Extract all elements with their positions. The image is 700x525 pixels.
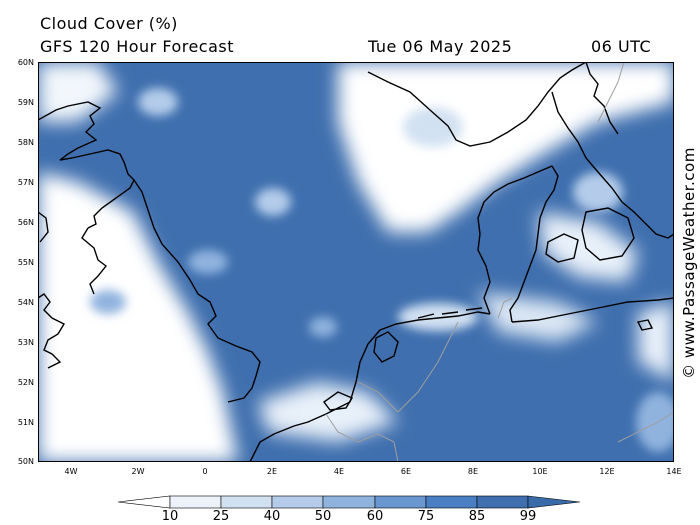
cloud-patch [90,290,126,314]
lat-label: 53N [17,338,34,347]
colorbar-segment [322,495,376,509]
forecast-time: 06 UTC [591,37,652,56]
map-title: Cloud Cover (%) [40,14,178,33]
lon-label: 14E [666,467,682,476]
lat-label: 57N [17,178,34,187]
southern-sweden-coast [643,221,675,239]
lon-label: 10E [532,467,548,476]
lat-label: 58N [17,138,34,147]
cloud-patch [403,107,463,147]
lat-label: 50N [17,457,34,466]
colorbar-segment [118,495,171,509]
northern-england-coast [81,227,107,295]
clear-area-germany [478,292,598,342]
oslofjord-coast [585,61,619,135]
cloud-patch [573,172,623,212]
colorbar-segment [425,495,478,509]
colorbar-label: 25 [212,509,230,524]
jutland-east-coast [509,165,559,323]
clear-area-danish-islands [538,212,638,282]
lat-label: 55N [17,258,34,267]
cloud-patch [255,188,291,216]
colorbar-segment [476,495,529,509]
colorbar-label: 40 [263,509,281,524]
netherlands-coast [349,311,491,403]
lon-label: 2E [266,467,278,476]
jutland-west-coast [477,165,553,315]
colorbar-segment [527,495,581,509]
wales-coast [37,293,65,369]
cloud-patch [309,317,337,337]
lon-label: 2W [131,467,145,476]
border-line [617,411,675,443]
clear-area-poland [638,302,674,382]
zeeland-islands [323,391,354,411]
lat-label: 54N [17,298,34,307]
ijsselmeer [373,331,399,363]
danish-island-zealand [581,207,635,261]
swedish-west-coast [551,91,645,223]
cloud-highlights [90,88,680,452]
cloud-field [38,62,674,462]
lon-label: 4W [64,467,78,476]
model-subtitle: GFS 120 Hour Forecast [40,37,235,56]
cloud-patch [398,303,478,331]
map-svg [37,61,680,463]
england-east-coast [133,179,261,403]
baltic-germany-coast [511,297,675,323]
cloud-patch [188,250,228,274]
map-border [38,62,674,462]
lon-label: 8E [467,467,479,476]
border-line [497,297,513,319]
colorbar [118,495,581,509]
website-credit: © www.PassageWeather.com [680,147,698,379]
lat-label: 51N [17,418,34,427]
ireland-coast [37,211,49,243]
wadden-islands [417,307,483,319]
colorbar-label: 50 [314,509,332,524]
cloud-patch [138,88,178,116]
border-line [597,61,625,123]
colorbar-segment [220,495,273,509]
lon-label: 4E [333,467,345,476]
forecast-date: Tue 06 May 2025 [368,37,513,56]
lat-label: 52N [17,378,34,387]
colorbar-label: 75 [417,509,435,524]
scotland-coast [37,101,135,229]
colorbar-label: 10 [161,509,179,524]
bornholm [636,319,654,331]
lon-label: 12E [599,467,615,476]
lat-label: 56N [17,218,34,227]
clear-area-north-sea [338,62,674,232]
colorbar-label: 60 [366,509,384,524]
colorbar-label: 85 [468,509,486,524]
lat-label: 60N [17,58,34,67]
country-borders [325,61,675,463]
clear-area-britain [38,172,238,462]
lon-label: 6E [400,467,412,476]
lat-label: 59N [17,98,34,107]
colorbar-segment [271,495,324,509]
colorbar-label: 99 [519,509,537,524]
border-line [325,413,399,463]
coastlines [37,61,675,463]
lon-label: 0 [202,467,208,476]
norway-south-coast [367,61,587,147]
colorbar-segment [169,495,222,509]
cloud-cover-map [37,61,680,463]
colorbar-segment [374,495,427,509]
border-line [357,321,459,413]
danish-island-funen [545,233,579,263]
